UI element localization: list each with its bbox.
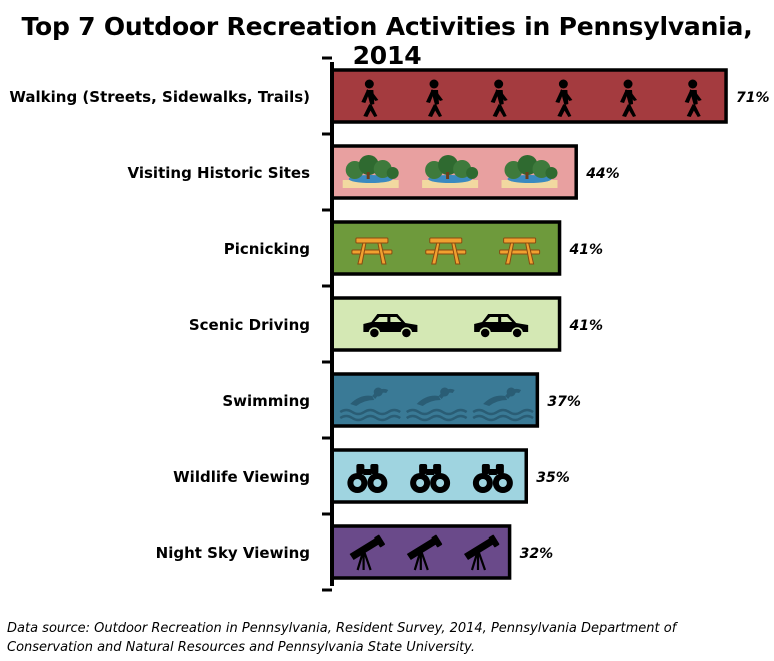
- data-source-line-2: Conservation and Natural Resources and P…: [7, 640, 475, 655]
- swimmer-icon: [339, 387, 401, 422]
- binoculars-icon: [347, 464, 388, 493]
- category-label: Night Sky Viewing: [156, 544, 310, 562]
- walker-icon: [555, 79, 573, 117]
- value-label: 35%: [536, 470, 570, 486]
- category-label: Picnicking: [224, 240, 310, 258]
- swimmer-icon: [472, 387, 534, 422]
- value-label: 71%: [736, 90, 770, 106]
- forest-icon: [422, 155, 479, 188]
- car-icon: [474, 314, 529, 339]
- data-source-line-1: Data source: Outdoor Recreation in Penns…: [7, 621, 677, 636]
- value-label: 41%: [569, 242, 604, 258]
- value-labels-group: 71% 44% 41% 41% 37% 35% 32%: [520, 90, 770, 562]
- car-icon: [363, 314, 418, 339]
- picnic-table-icon: [425, 237, 467, 265]
- walker-icon: [684, 79, 702, 117]
- telescope-icon: [349, 534, 385, 571]
- binoculars-icon: [410, 464, 451, 493]
- data-source-note: Data source: Outdoor Recreation in Penns…: [7, 619, 767, 657]
- forest-icon: [501, 155, 558, 188]
- picnic-table-icon: [351, 237, 393, 265]
- category-label: Walking (Streets, Sidewalks, Trails): [9, 88, 310, 106]
- bar-2: [330, 220, 562, 276]
- swimmer-icon: [405, 387, 468, 422]
- y-axis-group: [322, 56, 334, 592]
- value-label: 37%: [547, 394, 581, 410]
- walker-icon: [361, 79, 379, 117]
- value-label: 32%: [520, 546, 554, 562]
- value-label: 44%: [585, 166, 620, 182]
- forest-icon: [342, 155, 399, 188]
- category-label: Swimming: [222, 392, 310, 410]
- walker-icon: [490, 79, 508, 117]
- category-label: Visiting Historic Sites: [128, 164, 311, 182]
- bar-chart: Walking (Streets, Sidewalks, Trails) Visi…: [9, 56, 770, 592]
- walker-icon: [426, 79, 444, 117]
- binoculars-icon: [472, 464, 513, 493]
- bars-group: [330, 68, 728, 580]
- category-label: Scenic Driving: [189, 316, 310, 334]
- category-label: Wildlife Viewing: [173, 468, 310, 486]
- telescope-icon: [464, 534, 500, 571]
- picnic-table-icon: [499, 237, 541, 265]
- value-label: 41%: [569, 318, 604, 334]
- bar-0: [330, 68, 728, 124]
- chart-title: Top 7 Outdoor Recreation Activities in P…: [21, 12, 753, 70]
- walker-icon: [620, 79, 638, 117]
- telescope-icon: [406, 534, 443, 571]
- category-labels-group: Walking (Streets, Sidewalks, Trails) Visi…: [9, 88, 310, 562]
